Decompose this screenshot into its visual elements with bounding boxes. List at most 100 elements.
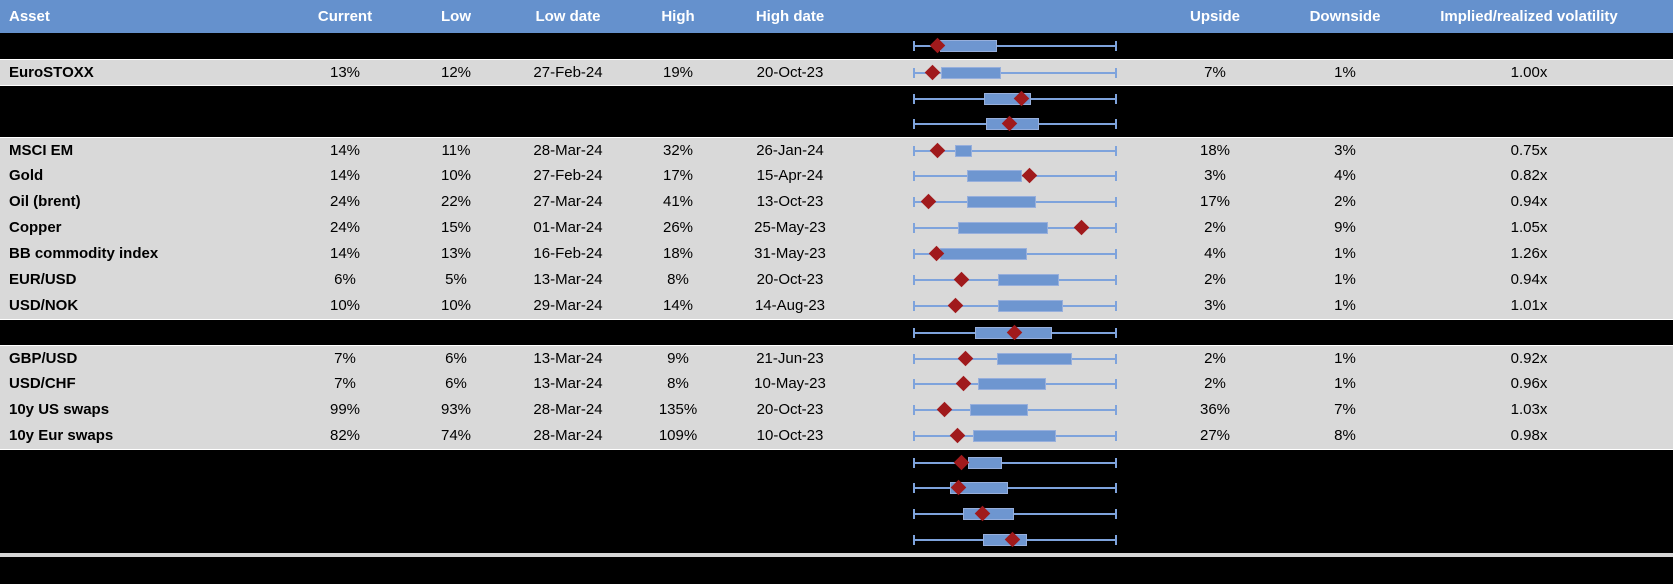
current-cell: 14% [329,167,361,184]
low-date-cell [512,450,624,475]
high-cell: 41% [662,193,694,210]
upside-cell: 18% [1199,142,1231,159]
high-date-cell: 21-Jun-23 [756,350,824,367]
low-cell: 15% [440,219,472,236]
header-low-date: Low date [535,8,601,25]
current-value-diamond-marker [953,271,970,288]
low-date-cell: 13-Mar-24 [533,350,603,367]
whisker-cap-right [1115,41,1117,51]
low-date-cell [512,86,624,111]
implied-realized-vol-cell [1385,33,1673,59]
table-row: Oil (brent) 24% 22% 27-Mar-24 41% 13-Oct-23 17… [0,189,1673,215]
high-date-cell: 14-Aug-23 [754,297,826,314]
downside-cell: 1% [1334,64,1356,81]
high-date-cell: 13-Oct-23 [756,193,824,210]
header-downside: Downside [1309,8,1381,25]
low-date-cell [512,33,624,59]
implied-realized-vol-cell [1385,320,1673,345]
whisker-cap-left [913,379,915,389]
header-implied-realized-volatility: Implied/realized volatility [1440,8,1618,25]
downside-cell [1305,320,1385,345]
high-date-cell [732,501,848,527]
high-date-cell: 10-Oct-23 [756,427,824,444]
whisker-cap-left [913,301,915,311]
whisker-cap-right [1115,483,1117,493]
current-value-diamond-marker [953,454,970,471]
whisker-cap-left [913,119,915,129]
downside-cell: 1% [1334,271,1356,288]
whisker-cap-right [1115,431,1117,441]
upside-cell: 4% [1204,245,1226,262]
low-date-cell: 27-Mar-24 [533,193,603,210]
current-cell [290,527,400,553]
current-value-diamond-marker [1073,219,1090,236]
current-cell [290,501,400,527]
table-header-row: Asset Current Low Low date High High dat… [0,0,1673,33]
current-value-diamond-marker [924,64,941,81]
whisker-line [913,487,1117,489]
high-date-cell [732,475,848,501]
upside-cell: 3% [1204,297,1226,314]
high-cell: 19% [662,64,694,81]
implied-realized-vol-cell [1385,527,1673,553]
high-date-cell [732,450,848,475]
header-upside: Upside [1189,8,1240,25]
downside-cell: 8% [1334,427,1356,444]
implied-realized-vol-cell: 1.00x [1510,64,1548,81]
low-cell [400,86,512,111]
current-value-diamond-marker [957,350,974,367]
upside-cell: 7% [1204,64,1226,81]
high-cell: 8% [667,271,689,288]
boxplot-cell [848,346,1125,371]
upside-cell: 17% [1199,193,1231,210]
high-cell: 8% [667,375,689,392]
table-row: EUR/USD 6% 5% 13-Mar-24 8% 20-Oct-23 2% 1% 0.94x [0,267,1673,293]
implied-realized-vol-cell: 0.94x [1510,271,1548,288]
downside-cell: 4% [1334,167,1356,184]
whisker-cap-right [1115,354,1117,364]
downside-cell: 2% [1334,193,1356,210]
low-cell: 13% [440,245,472,262]
low-date-cell: 01-Mar-24 [533,219,603,236]
low-date-cell: 29-Mar-24 [533,297,603,314]
whisker-cap-right [1115,68,1117,78]
upside-cell [1125,475,1305,501]
asset-name-cell: Gold [9,167,44,184]
asset-name-cell: GBP/USD [9,350,78,367]
current-cell [290,320,400,345]
high-date-cell [732,320,848,345]
asset-name-cell: BB commodity index [9,245,159,262]
hidden-table-row [0,449,1673,475]
implied-realized-vol-cell [1385,86,1673,111]
low-date-cell: 27-Feb-24 [533,167,603,184]
whisker-cap-right [1115,328,1117,338]
current-value-diamond-marker [936,401,953,418]
asset-name-cell [0,33,290,59]
iqr-box [941,67,1001,79]
iqr-box [968,457,1002,469]
whisker-cap-left [913,146,915,156]
high-cell: 32% [662,142,694,159]
upside-cell [1125,450,1305,475]
asset-name-cell [0,111,290,137]
boxplot-cell [848,501,1125,527]
whisker-cap-right [1115,197,1117,207]
implied-realized-vol-cell: 1.03x [1510,401,1548,418]
boxplot-cell [848,138,1125,163]
high-cell [624,475,732,501]
boxplot-cell [848,320,1125,345]
whisker-cap-left [913,509,915,519]
current-value-diamond-marker [929,142,946,159]
whisker-cap-right [1115,301,1117,311]
upside-cell [1125,527,1305,553]
iqr-box [940,248,1027,260]
whisker-cap-right [1115,223,1117,233]
current-cell: 6% [334,271,356,288]
low-date-cell: 16-Feb-24 [533,245,603,262]
upside-cell: 2% [1204,375,1226,392]
iqr-box [997,353,1072,365]
iqr-box [967,170,1022,182]
downside-cell [1305,111,1385,137]
iqr-box [955,145,972,157]
whisker-line [913,45,1117,47]
